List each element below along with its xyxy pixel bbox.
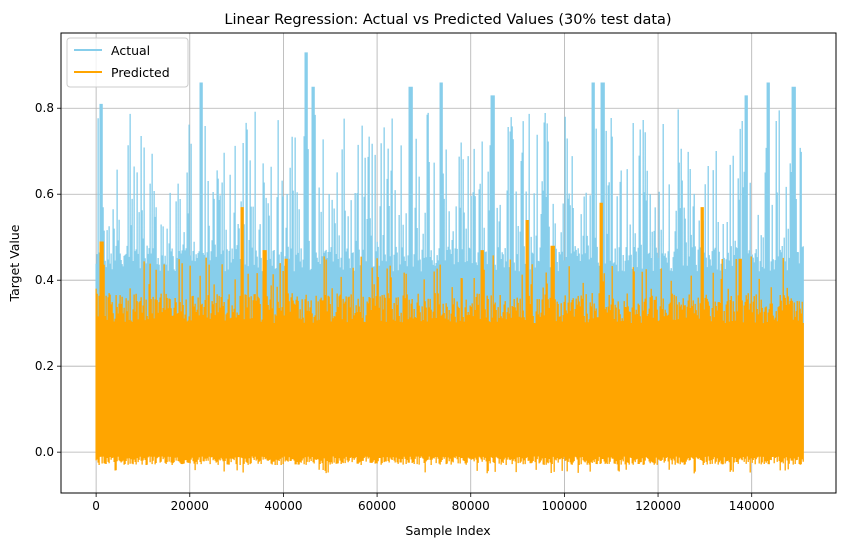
y-tick-label: 0.8 [35, 101, 54, 115]
predicted-line [95, 202, 804, 474]
x-axis-label: Sample Index [405, 523, 490, 538]
x-tick-label: 140000 [729, 499, 775, 513]
legend-label-predicted: Predicted [111, 65, 170, 80]
legend: Actual Predicted [66, 37, 189, 88]
x-tick-label: 0 [92, 499, 100, 513]
y-tick-label: 0.0 [35, 445, 54, 459]
y-axis-ticks: 0.0 0.2 0.4 0.6 0.8 [35, 101, 61, 459]
x-tick-label: 20000 [171, 499, 209, 513]
x-tick-label: 80000 [452, 499, 490, 513]
predicted-series [95, 202, 804, 474]
y-axis-label: Target Value [7, 224, 22, 302]
legend-label-actual: Actual [111, 43, 150, 58]
y-tick-label: 0.4 [35, 273, 54, 287]
x-tick-label: 60000 [358, 499, 396, 513]
chart-title: Linear Regression: Actual vs Predicted V… [224, 12, 671, 28]
y-tick-label: 0.6 [35, 187, 54, 201]
x-tick-label: 120000 [635, 499, 681, 513]
x-tick-label: 100000 [541, 499, 587, 513]
y-tick-label: 0.2 [35, 359, 54, 373]
x-tick-label: 40000 [264, 499, 302, 513]
plot-frame [60, 32, 837, 494]
x-axis-ticks: 0 20000 40000 60000 80000 100000 120000 140000 [92, 493, 775, 513]
